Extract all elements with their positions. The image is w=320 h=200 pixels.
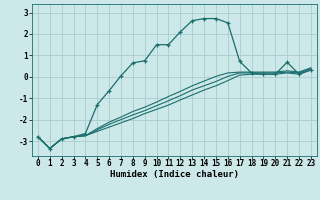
X-axis label: Humidex (Indice chaleur): Humidex (Indice chaleur) — [110, 170, 239, 179]
